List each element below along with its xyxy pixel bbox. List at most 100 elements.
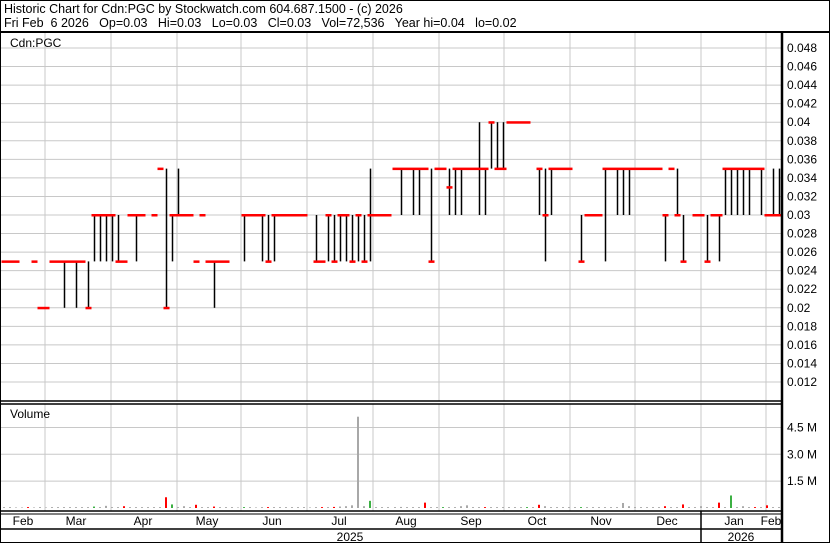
price-close-tick [710, 214, 717, 217]
volume-bar [772, 507, 774, 508]
volume-bar [279, 507, 281, 508]
symbol-label: Cdn:PGC [10, 36, 62, 50]
volume-bar [412, 507, 414, 508]
price-close-tick [398, 167, 405, 171]
price-close-tick [337, 214, 344, 217]
volume-bar [183, 506, 185, 508]
price-close-tick [163, 306, 170, 310]
volume-bar [556, 507, 558, 508]
volume-bar [502, 507, 504, 508]
price-close-tick [536, 167, 543, 171]
price-close-tick [692, 214, 699, 217]
volume-bar [418, 507, 420, 508]
month-label: Sep [460, 514, 482, 528]
price-close-tick [590, 214, 597, 217]
volume-bar [706, 507, 708, 508]
volume-bar [135, 507, 137, 508]
volume-bar [237, 507, 239, 508]
volume-bar [375, 507, 377, 508]
price-close-tick [446, 186, 453, 189]
price-tick-label: 0.034 [787, 171, 817, 185]
volume-bar [129, 507, 131, 508]
volume-bar [45, 507, 47, 508]
price-close-tick [67, 260, 74, 263]
volume-bar [496, 507, 498, 508]
volume-bar [111, 507, 113, 508]
volume-bar [430, 507, 432, 508]
volume-bar [682, 504, 684, 508]
volume-bar [21, 507, 23, 508]
volume-bar [460, 506, 462, 508]
price-close-tick [253, 214, 260, 217]
price-close-tick [115, 260, 122, 263]
volume-bar [87, 507, 89, 508]
price-close-tick [61, 260, 68, 263]
volume-bar [147, 507, 149, 508]
price-close-tick [313, 260, 320, 263]
price-close-tick [211, 260, 218, 263]
volume-bar [406, 507, 408, 508]
month-label: Jul [331, 514, 346, 528]
price-close-tick [175, 214, 182, 217]
price-close-tick [608, 167, 615, 171]
price-close-tick [85, 306, 92, 310]
volume-bar [207, 507, 209, 508]
volume-bar [171, 504, 173, 508]
price-tick-label: 0.018 [787, 319, 817, 333]
volume-bar [478, 507, 480, 508]
price-close-tick [638, 167, 645, 171]
volume-bar [562, 507, 564, 508]
price-close-tick [103, 214, 110, 217]
volume-bar [652, 507, 654, 508]
price-close-tick [277, 214, 284, 217]
price-close-tick [241, 214, 248, 217]
price-tick-label: 0.016 [787, 338, 817, 352]
price-close-tick [722, 167, 729, 171]
price-tick-label: 0.03 [787, 208, 811, 222]
volume-bar [93, 506, 95, 508]
price-close-tick [127, 214, 134, 217]
volume-bar [610, 507, 612, 508]
volume-bar [766, 505, 768, 508]
month-label: Feb [13, 514, 34, 528]
month-label: Apr [134, 514, 153, 528]
price-close-tick [259, 214, 266, 217]
volume-bar [604, 507, 606, 508]
price-close-tick [331, 260, 338, 263]
volume-bar [177, 507, 179, 508]
price-close-tick [349, 260, 356, 263]
price-tick-label: 0.048 [787, 41, 817, 55]
volume-bar [333, 506, 335, 508]
volume-bar [159, 507, 161, 508]
volume-bar [69, 507, 71, 508]
price-tick-label: 0.012 [787, 375, 817, 389]
volume-bar [105, 505, 107, 508]
volume-bar [694, 507, 696, 508]
volume-bar [39, 507, 41, 508]
chart-title: Historic Chart for Cdn:PGC by Stockwatch… [4, 2, 403, 16]
volume-tick-label: 1.5 M [787, 474, 817, 488]
volume-bar [75, 507, 77, 508]
price-close-tick [79, 260, 86, 263]
price-tick-label: 0.02 [787, 301, 811, 315]
price-close-tick [157, 167, 164, 171]
volume-bar [754, 507, 756, 508]
volume-bar [676, 507, 678, 508]
price-close-tick [301, 214, 308, 217]
price-close-tick [674, 214, 681, 217]
price-close-tick [698, 214, 705, 217]
price-close-tick [770, 214, 777, 217]
price-tick-label: 0.032 [787, 189, 817, 203]
price-close-tick [367, 214, 374, 217]
volume-bar [454, 507, 456, 508]
month-label: May [196, 514, 219, 528]
volume-bar [267, 507, 269, 508]
price-close-tick [355, 214, 362, 217]
volume-bar [490, 507, 492, 508]
price-close-tick [217, 260, 224, 263]
month-label: Dec [656, 514, 677, 528]
volume-bar [778, 507, 780, 508]
volume-bar [472, 507, 474, 508]
volume-bar [742, 506, 744, 508]
